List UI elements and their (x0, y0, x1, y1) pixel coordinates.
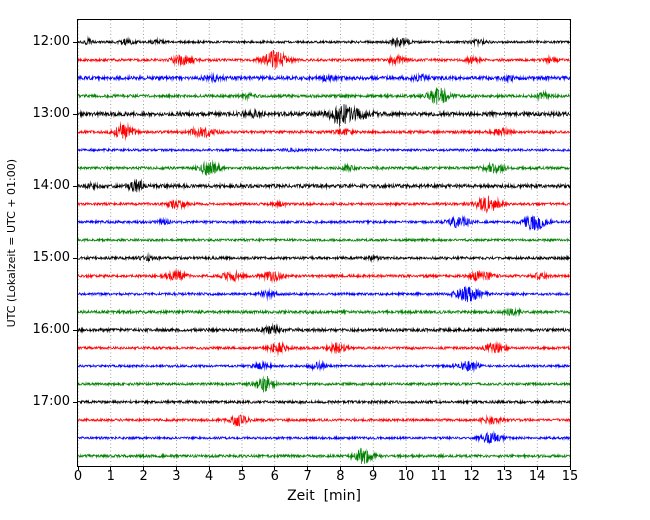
x-tick-label: 8 (336, 469, 345, 484)
x-tick-label: 0 (73, 469, 83, 484)
seismogram-canvas (78, 20, 570, 466)
x-tick-mark (405, 466, 407, 470)
x-tick-mark (536, 466, 538, 470)
x-tick-mark (175, 466, 177, 470)
x-tick-mark (471, 466, 473, 470)
x-axis-title: Zeit [min] (287, 488, 361, 504)
x-tick-label: 9 (369, 469, 378, 484)
x-tick-mark (208, 466, 210, 470)
x-tick-mark (339, 466, 341, 470)
y-tick-mark (73, 329, 77, 331)
y-tick-mark (73, 185, 77, 187)
x-tick-mark (274, 466, 276, 470)
x-tick-mark (503, 466, 505, 470)
x-tick-label: 7 (303, 469, 312, 484)
y-tick-label: 14:00 (32, 178, 70, 193)
x-tick-label: 14 (528, 469, 546, 484)
y-tick-label: 15:00 (32, 250, 70, 265)
x-tick-label: 12 (463, 469, 480, 484)
x-tick-mark (372, 466, 374, 470)
y-tick-label: 16:00 (32, 322, 70, 337)
x-tick-mark (77, 466, 79, 470)
x-tick-label: 3 (172, 469, 181, 484)
y-tick-label: 17:00 (32, 394, 70, 409)
x-tick-mark (241, 466, 243, 470)
y-tick-mark (73, 41, 77, 43)
x-tick-label: 13 (496, 469, 513, 484)
x-tick-label: 4 (205, 469, 214, 484)
y-tick-mark (73, 401, 77, 403)
x-tick-label: 6 (270, 469, 279, 484)
x-tick-mark (569, 466, 571, 470)
x-tick-label: 15 (561, 469, 579, 484)
x-tick-mark (307, 466, 309, 470)
x-tick-label: 1 (106, 469, 115, 484)
x-tick-label: 10 (397, 469, 415, 484)
x-tick-label: 2 (139, 469, 148, 484)
y-tick-label: 12:00 (32, 34, 70, 49)
x-tick-label: 11 (430, 469, 448, 484)
y-tick-mark (73, 257, 77, 259)
x-tick-label: 5 (237, 469, 247, 484)
y-tick-label: 13:00 (32, 106, 70, 121)
x-tick-mark (143, 466, 145, 470)
x-tick-mark (110, 466, 112, 470)
plot-area (77, 19, 571, 467)
x-tick-mark (438, 466, 440, 470)
y-tick-mark (73, 113, 77, 115)
